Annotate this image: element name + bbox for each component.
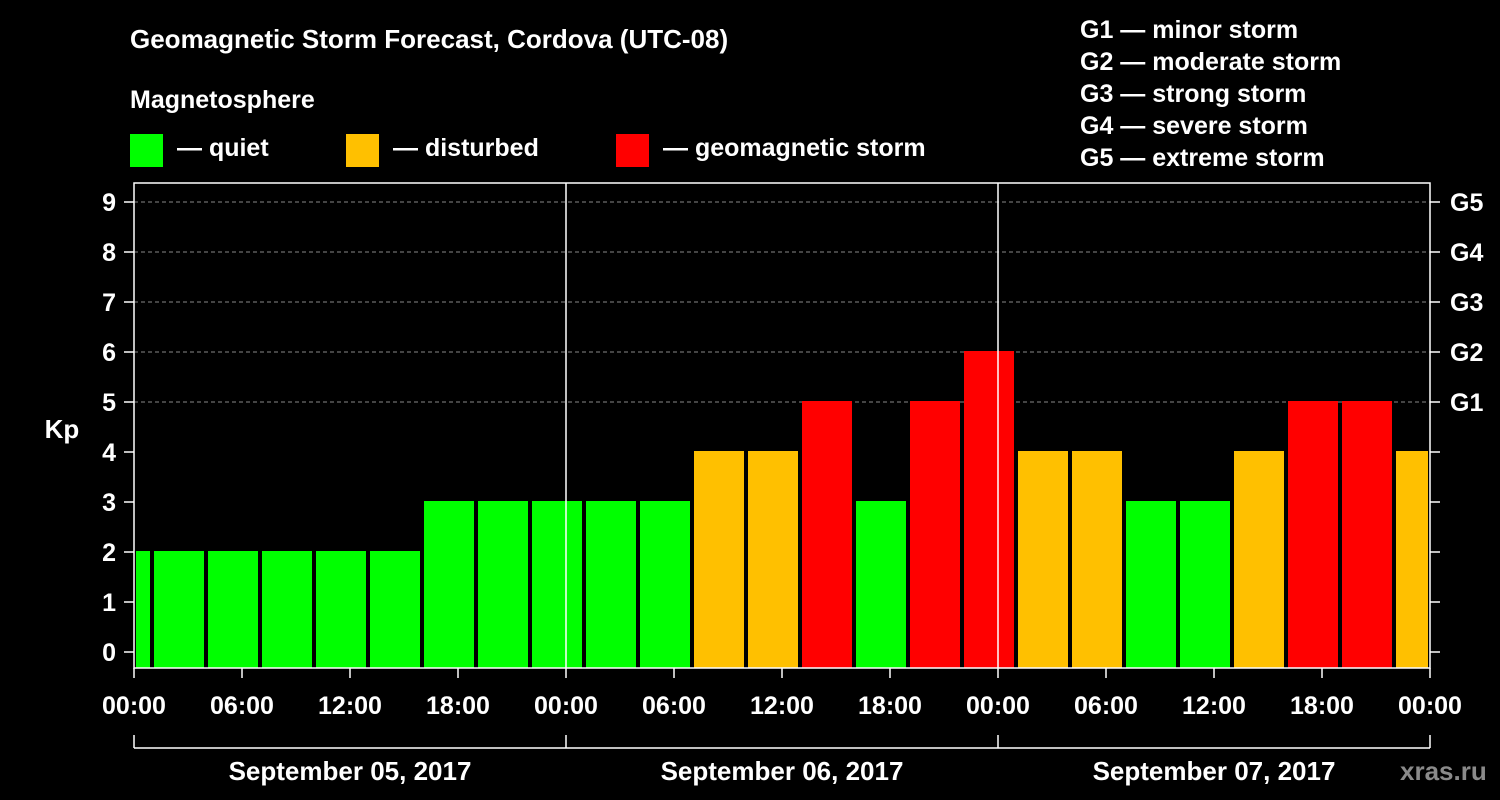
chart-title: Geomagnetic Storm Forecast, Cordova (UTC… <box>130 24 729 54</box>
kp-bar <box>694 451 744 668</box>
y-tick-label: 4 <box>102 439 116 467</box>
x-tick-label: 12:00 <box>750 692 814 720</box>
kp-bar <box>316 551 366 668</box>
g-scale-item-g2: G2 — moderate storm <box>1080 48 1342 76</box>
x-tick-label: 06:00 <box>642 692 706 720</box>
kp-bar <box>1396 451 1428 668</box>
g-scale-item-g5: G5 — extreme storm <box>1080 144 1325 172</box>
g-scale-item-g3: G3 — strong storm <box>1080 80 1307 108</box>
kp-bar <box>856 501 906 668</box>
g-scale-item-g4: G4 — severe storm <box>1080 112 1308 140</box>
y-tick-label: 3 <box>102 489 116 517</box>
x-tick-label: 12:00 <box>1182 692 1246 720</box>
kp-bar <box>748 451 798 668</box>
x-tick-label: 18:00 <box>426 692 490 720</box>
g-scale-item-g1: G1 — minor storm <box>1080 16 1299 44</box>
y-tick-label: 9 <box>102 189 116 217</box>
g-level-label: G1 <box>1450 389 1483 417</box>
kp-bar <box>262 551 312 668</box>
kp-bar <box>1234 451 1284 668</box>
kp-bar <box>532 501 582 668</box>
day-label: September 05, 2017 <box>229 756 472 786</box>
g-level-label: G4 <box>1450 239 1483 267</box>
x-tick-label: 06:00 <box>210 692 274 720</box>
legend-label-storm: — geomagnetic storm <box>663 134 926 162</box>
kp-bar <box>154 551 204 668</box>
x-tick-label: 00:00 <box>1398 692 1462 720</box>
kp-bar <box>1018 451 1068 668</box>
g-level-label: G2 <box>1450 339 1483 367</box>
kp-bar <box>1072 451 1122 668</box>
kp-bar <box>910 401 960 668</box>
y-tick-label: 1 <box>102 589 116 617</box>
x-tick-label: 18:00 <box>858 692 922 720</box>
g-level-label: G3 <box>1450 289 1483 317</box>
kp-bar <box>1180 501 1230 668</box>
y-axis-label: Kp <box>45 414 80 444</box>
y-tick-label: 2 <box>102 539 116 567</box>
day-label: September 07, 2017 <box>1093 756 1336 786</box>
g-scale-legend: G1 — minor storm G2 — moderate storm G3 … <box>1080 14 1341 174</box>
y-tick-label: 6 <box>102 339 116 367</box>
y-tick-label: 5 <box>102 389 116 417</box>
x-tick-label: 00:00 <box>966 692 1030 720</box>
kp-bar <box>424 501 474 668</box>
kp-bar <box>1342 401 1392 668</box>
x-tick-label: 12:00 <box>318 692 382 720</box>
kp-bar <box>1126 501 1176 668</box>
x-tick-label: 18:00 <box>1290 692 1354 720</box>
day-label: September 06, 2017 <box>661 756 904 786</box>
x-tick-label: 00:00 <box>102 692 166 720</box>
kp-bar <box>1288 401 1338 668</box>
legend-swatch-quiet <box>130 134 163 167</box>
legend-heading: Magnetosphere <box>130 86 315 114</box>
kp-bar <box>802 401 852 668</box>
y-tick-label: 0 <box>102 639 116 667</box>
y-tick-label: 8 <box>102 239 116 267</box>
legend-label-quiet: — quiet <box>177 134 269 162</box>
watermark: xras.ru <box>1400 756 1487 786</box>
kp-bar <box>370 551 420 668</box>
y-tick-label: 7 <box>102 289 116 317</box>
kp-bar <box>478 501 528 668</box>
x-tick-label: 06:00 <box>1074 692 1138 720</box>
legend-swatch-disturbed <box>346 134 379 167</box>
kp-bar <box>586 501 636 668</box>
legend-label-disturbed: — disturbed <box>393 134 539 162</box>
g-level-label: G5 <box>1450 189 1483 217</box>
kp-bar <box>208 551 258 668</box>
kp-bar <box>136 551 150 668</box>
kp-bar <box>640 501 690 668</box>
x-tick-label: 00:00 <box>534 692 598 720</box>
legend-swatch-storm <box>616 134 649 167</box>
kp-bar <box>964 351 1014 668</box>
